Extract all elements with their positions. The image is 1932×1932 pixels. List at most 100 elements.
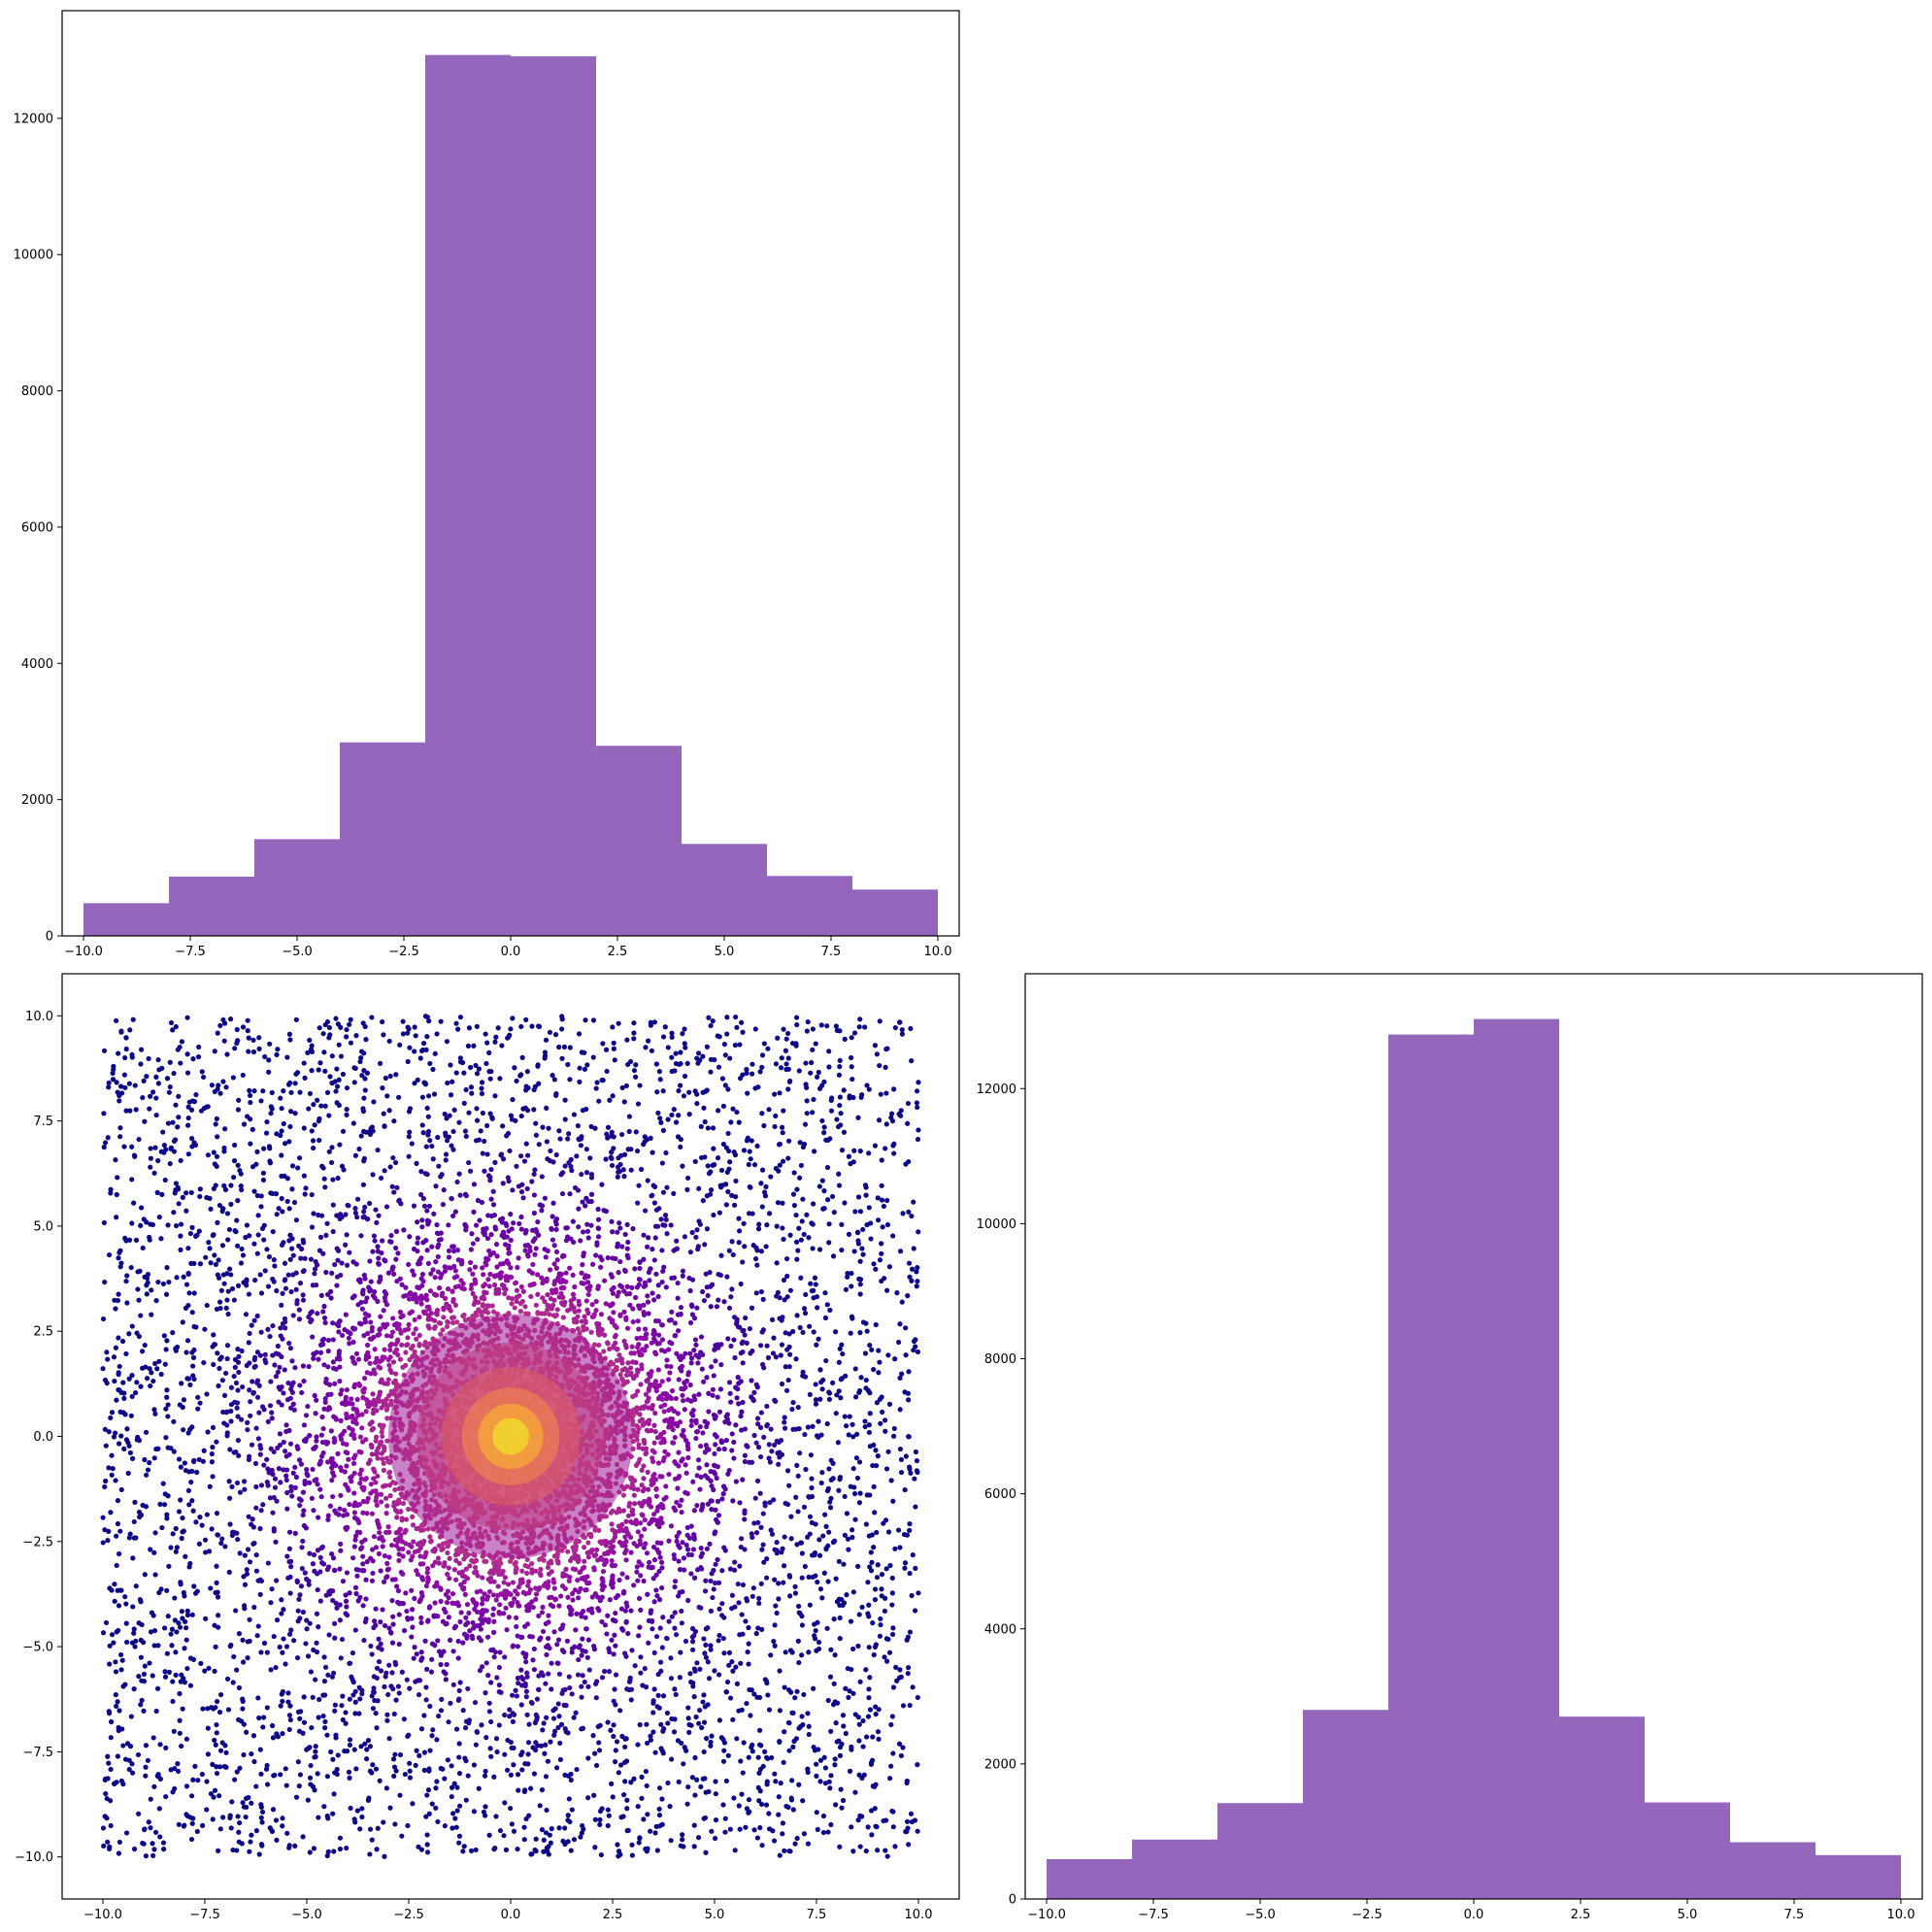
scatter-point — [619, 1733, 625, 1740]
scatter-point — [152, 1530, 158, 1536]
scatter-point — [449, 1196, 454, 1202]
scatter-point — [196, 1456, 202, 1463]
scatter-point — [424, 1105, 430, 1112]
scatter-point — [863, 1385, 869, 1391]
scatter-point — [163, 1291, 170, 1297]
scatter-point — [725, 1188, 731, 1195]
scatter-point — [669, 1030, 675, 1036]
scatter-point — [147, 1106, 152, 1112]
scatter-point — [303, 1413, 310, 1418]
scatter-point — [678, 1305, 684, 1311]
scatter-point — [211, 1149, 217, 1155]
scatter-point — [585, 1198, 591, 1205]
scatter-point — [281, 1607, 286, 1613]
scatter-point — [112, 1598, 117, 1604]
scatter-point — [145, 1271, 151, 1278]
scatter-point — [715, 1033, 720, 1039]
scatter-point — [754, 1248, 760, 1253]
scatter-point — [322, 1103, 328, 1109]
scatter-point — [255, 1623, 261, 1629]
scatter-point — [154, 1685, 161, 1691]
scatter-point — [356, 1684, 362, 1690]
scatter-point — [373, 1766, 380, 1772]
scatter-point — [628, 1697, 634, 1703]
scatter-point — [857, 1209, 864, 1215]
scatter-point — [208, 1585, 214, 1591]
scatter-point — [565, 1136, 571, 1142]
scatter-point — [702, 1473, 709, 1479]
scatter-point — [848, 1618, 854, 1624]
scatter-point — [669, 1054, 675, 1060]
scatter-point — [564, 1638, 571, 1644]
scatter-point — [462, 1128, 469, 1134]
scatter-point — [869, 1559, 875, 1565]
scatter-point — [891, 1425, 897, 1432]
scatter-point — [476, 1635, 483, 1641]
scatter-point — [197, 1193, 203, 1200]
scatter-point — [872, 1597, 879, 1603]
scatter-point — [295, 1759, 301, 1765]
scatter-point — [438, 1237, 444, 1243]
scatter-point — [431, 1091, 438, 1097]
scatter-point — [611, 1733, 616, 1740]
scatter-point — [136, 1438, 143, 1444]
scatter-point — [117, 1839, 123, 1846]
scatter-point — [765, 1692, 771, 1698]
scatter-point — [361, 1095, 367, 1101]
scatter-point — [136, 1297, 142, 1303]
scatter-point — [742, 1244, 748, 1249]
scatter-point — [415, 1240, 420, 1246]
scatter-point — [773, 1354, 779, 1360]
scatter-point — [258, 1098, 264, 1104]
scatter-point — [702, 1650, 708, 1656]
scatter-point — [435, 1244, 441, 1250]
scatter-point — [182, 1460, 187, 1466]
scatter-point — [280, 1209, 285, 1215]
scatter-point — [837, 1844, 843, 1849]
scatter-point — [667, 1340, 673, 1346]
scatter-point — [166, 1563, 172, 1569]
scatter-point — [878, 1420, 883, 1426]
scatter-point — [234, 1405, 240, 1411]
scatter-point — [325, 1849, 331, 1854]
scatter-point — [833, 1023, 839, 1029]
scatter-point — [463, 1193, 469, 1199]
scatter-point — [259, 1819, 265, 1825]
scatter-point — [835, 1440, 842, 1446]
scatter-point — [487, 1746, 493, 1751]
scatter-point — [822, 1315, 829, 1321]
scatter-point — [548, 1739, 553, 1745]
scatter-point — [758, 1801, 765, 1808]
scatter-point — [149, 1312, 154, 1317]
scatter-point — [759, 1329, 765, 1335]
scatter-point — [492, 1039, 498, 1045]
scatter-point — [822, 1781, 829, 1786]
scatter-point — [329, 1081, 335, 1086]
scatter-point — [646, 1235, 651, 1241]
scatter-point — [566, 1674, 572, 1680]
scatter-point — [214, 1163, 219, 1169]
scatter-point — [778, 1065, 784, 1071]
scatter-point — [796, 1225, 802, 1231]
scatter-point — [849, 1527, 855, 1533]
scatter-point — [283, 1782, 289, 1788]
scatter-point — [736, 1401, 742, 1407]
scatter-point — [233, 1380, 240, 1386]
scatter-point — [579, 1171, 584, 1178]
scatter-point — [358, 1233, 364, 1239]
scatter-point — [148, 1547, 153, 1552]
scatter-point — [376, 1636, 382, 1642]
x-tick-label: 10.0 — [924, 945, 952, 959]
scatter-point — [455, 1026, 461, 1032]
scatter-point — [415, 1249, 420, 1254]
scatter-point — [780, 1130, 785, 1136]
scatter-point — [158, 1236, 164, 1242]
scatter-point — [228, 1825, 234, 1831]
scatter-point — [101, 1219, 107, 1226]
scatter-point — [695, 1360, 701, 1366]
scatter-point — [680, 1163, 685, 1169]
scatter-point — [504, 1222, 510, 1229]
scatter-point — [592, 1816, 598, 1822]
scatter-point — [123, 1108, 129, 1114]
scatter-point — [479, 1664, 485, 1670]
